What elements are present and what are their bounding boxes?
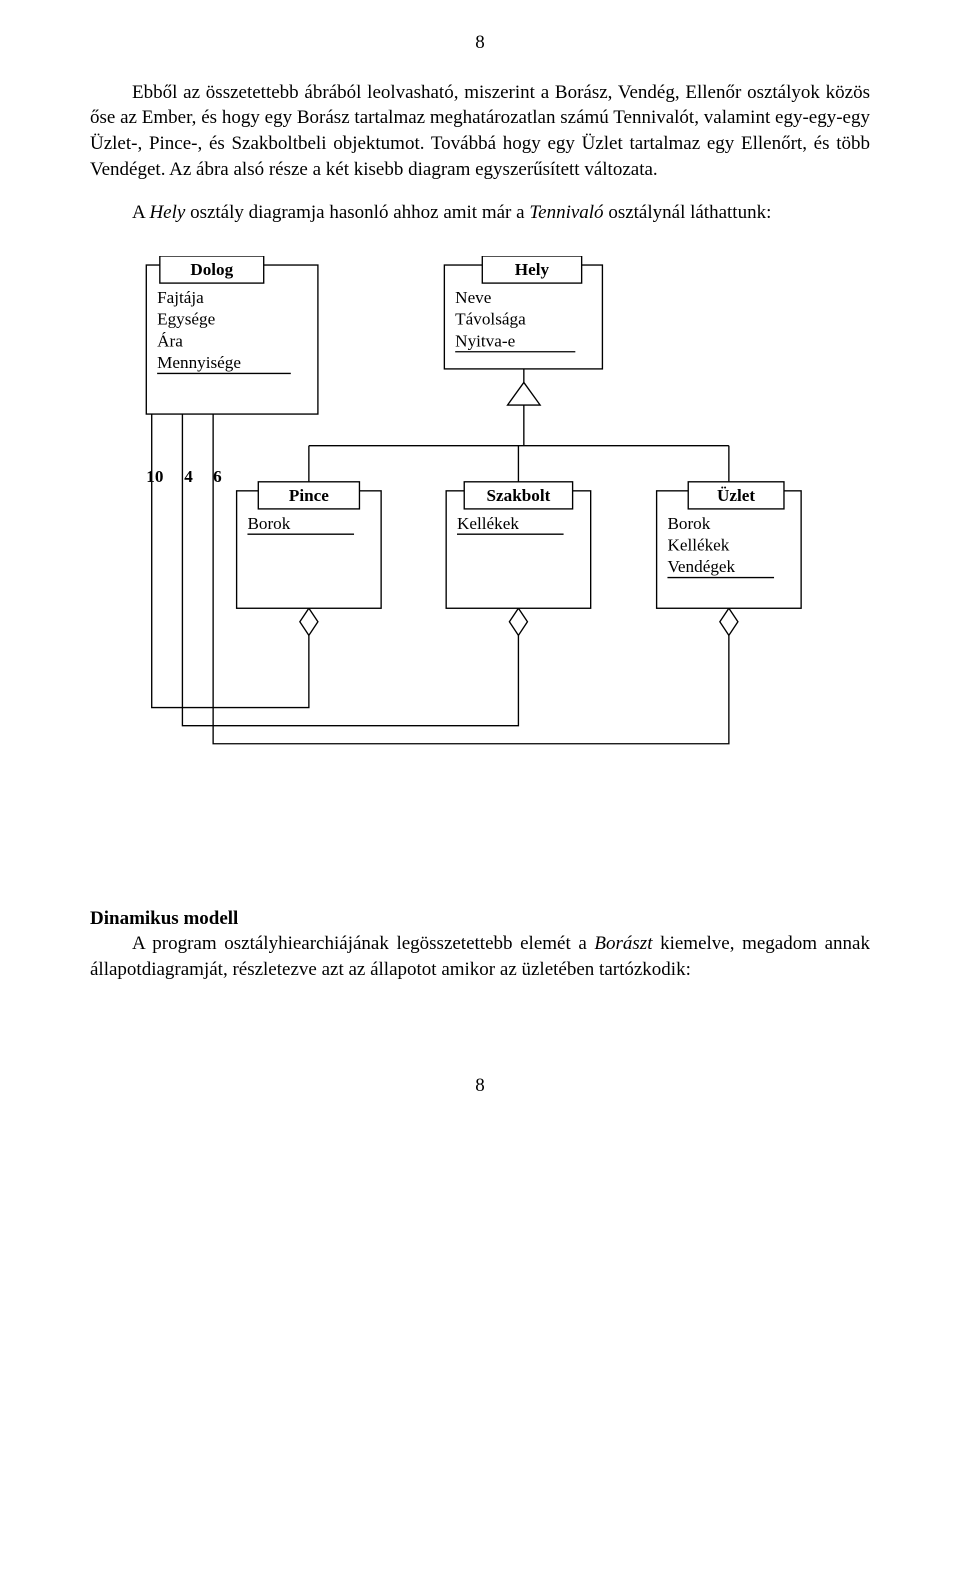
svg-text:Kellékek: Kellékek: [457, 514, 519, 533]
paragraph-2: A Hely osztály diagramja hasonló ahhoz a…: [90, 200, 870, 226]
svg-text:Mennyisége: Mennyisége: [157, 353, 241, 372]
p2-span-d: Tennivaló: [529, 202, 603, 223]
svg-text:6: 6: [213, 467, 222, 486]
dm-b: Borászt: [594, 933, 652, 954]
dm-title: Dinamikus modell: [90, 908, 238, 929]
page-number-bottom: 8: [90, 1073, 870, 1099]
svg-text:Kellékek: Kellékek: [667, 535, 729, 554]
svg-text:Egysége: Egysége: [157, 309, 216, 328]
dinamikus-modell: Dinamikus modell A program osztályhiearc…: [90, 906, 870, 983]
svg-text:10: 10: [146, 467, 163, 486]
svg-text:4: 4: [184, 467, 193, 486]
svg-text:Fajtája: Fajtája: [157, 288, 204, 307]
svg-text:Borok: Borok: [667, 514, 710, 533]
p2-span-a: A: [132, 202, 149, 223]
page-number-top: 8: [90, 30, 870, 56]
svg-text:Hely: Hely: [515, 260, 550, 279]
svg-text:Pince: Pince: [289, 486, 329, 505]
svg-text:Távolsága: Távolsága: [455, 309, 526, 328]
svg-text:Borok: Borok: [247, 514, 290, 533]
svg-text:Vendégek: Vendégek: [667, 557, 735, 576]
p2-span-c: osztály diagramja hasonló ahhoz amit már…: [185, 202, 529, 223]
svg-text:Dolog: Dolog: [190, 260, 233, 279]
p2-span-b: Hely: [149, 202, 185, 223]
paragraph-1: Ebből az összetettebb ábrából leolvashat…: [90, 80, 870, 183]
p2-span-e: osztálynál láthattunk:: [604, 202, 772, 223]
svg-text:Ára: Ára: [157, 331, 183, 350]
svg-text:Neve: Neve: [455, 288, 492, 307]
dm-a: A program osztályhiearchiájának legössze…: [132, 933, 594, 954]
svg-text:Nyitva-e: Nyitva-e: [455, 331, 515, 350]
svg-text:Üzlet: Üzlet: [717, 486, 755, 505]
uml-diagram: Fajtája Egysége Ára Mennyisége Dolog Neve Távo…: [90, 256, 870, 816]
svg-text:Szakbolt: Szakbolt: [486, 486, 550, 505]
